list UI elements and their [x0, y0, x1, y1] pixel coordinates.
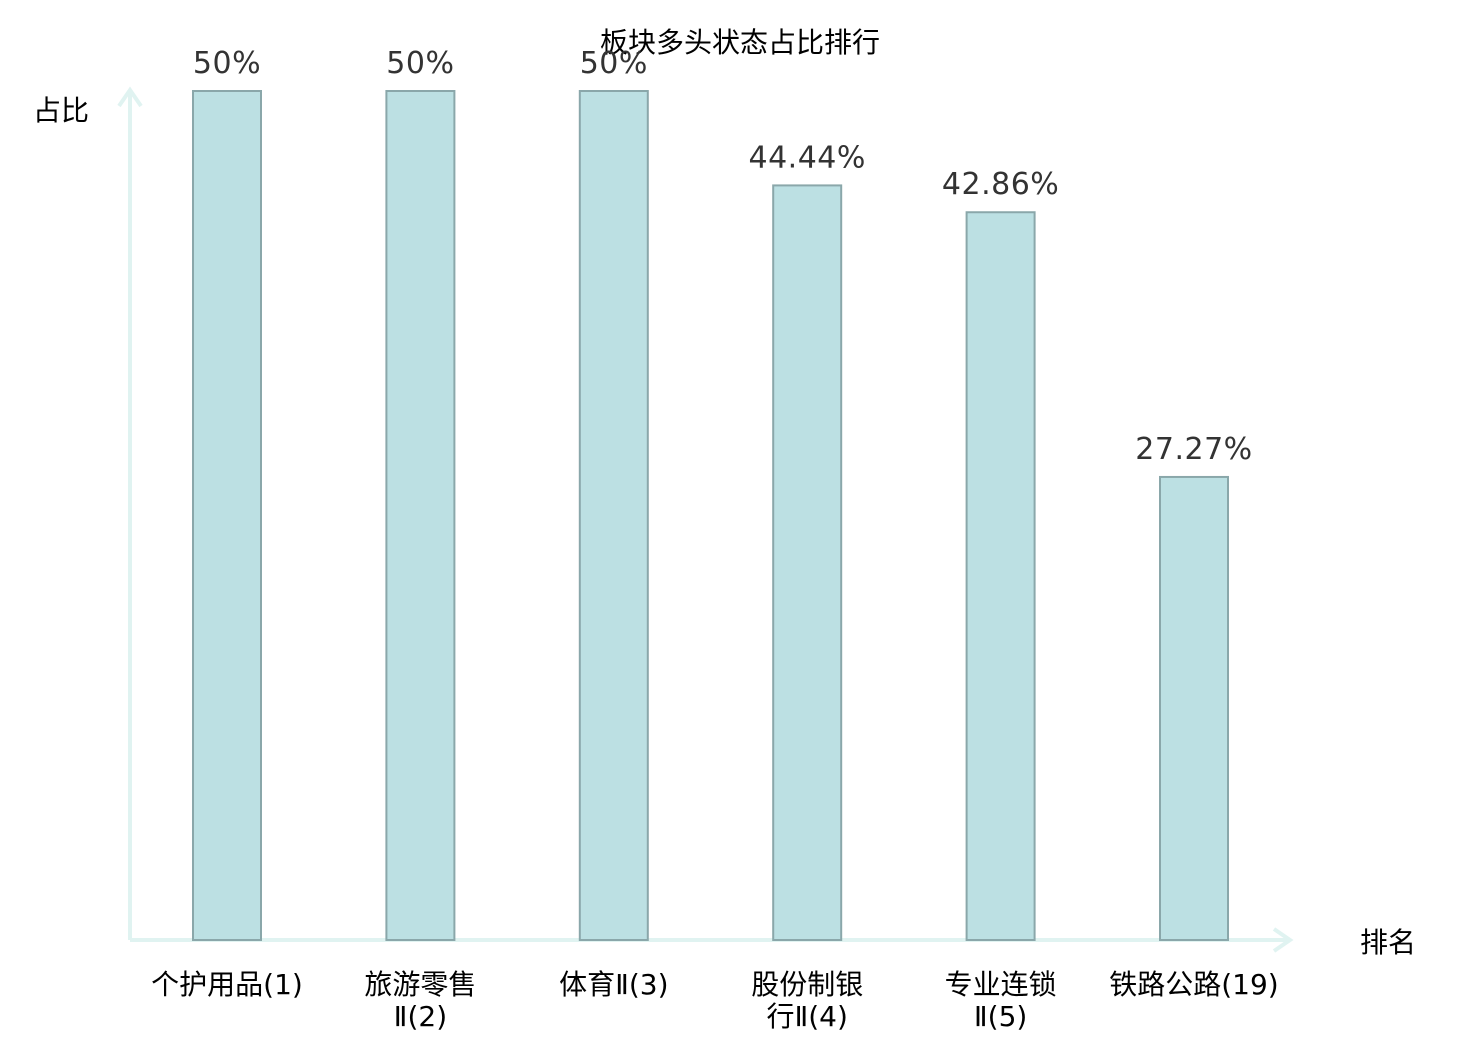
bar-value-label: 50% — [580, 46, 648, 81]
category-label-line: 专业连锁 — [945, 968, 1057, 1001]
x-axis — [130, 927, 1294, 953]
y-axis — [117, 86, 143, 940]
bar — [965, 211, 1036, 942]
bar-series — [192, 90, 1229, 942]
category-label-line: 个护用品(1) — [151, 968, 303, 1001]
category-label: 专业连锁 Ⅱ(5) — [945, 968, 1057, 1033]
bar — [192, 90, 262, 941]
x-axis-label: 排名 — [1360, 926, 1416, 959]
bar — [385, 90, 456, 941]
category-label: 铁路公路(19) — [1109, 968, 1278, 1001]
bar-value-label: 27.27% — [1135, 432, 1252, 467]
bar — [578, 90, 649, 941]
bar-value-label: 50% — [193, 46, 261, 81]
bar-value-label: 44.44% — [749, 140, 866, 175]
y-axis-arrow-icon — [117, 86, 143, 108]
category-label-line: 股份制银 — [751, 968, 863, 1001]
bar-value-label: 50% — [386, 46, 454, 81]
category-labels: 个护用品(1) 旅游零售 Ⅱ(2) 体育Ⅱ(3) 股份制银行Ⅱ(4) 专业连锁 Ⅱ(5) 铁路… — [151, 968, 1279, 1033]
chart-title: 板块多头状态占比排行 — [600, 26, 880, 59]
category-label: 体育Ⅱ(3) — [559, 968, 668, 1001]
bar-value-label: 42.86% — [942, 167, 1059, 202]
category-label-line: 体育Ⅱ(3) — [559, 968, 668, 1001]
category-label-line: 旅游零售 — [364, 968, 476, 1001]
bar — [772, 184, 843, 941]
category-label: 个护用品(1) — [151, 968, 303, 1001]
category-label-line: Ⅱ(2) — [394, 1000, 447, 1033]
category-label: 股份制银行Ⅱ(4) — [751, 968, 863, 1033]
category-label: 旅游零售 Ⅱ(2) — [364, 968, 476, 1033]
x-axis-arrow-icon — [1272, 927, 1294, 953]
category-label-line: 行Ⅱ(4) — [766, 1000, 847, 1033]
value-labels: 50% 50% 50% 44.44% 42.86% 27.27% — [193, 46, 1252, 467]
bar — [1159, 475, 1229, 941]
y-axis-label: 占比 — [33, 94, 89, 127]
category-label-line: 铁路公路(19) — [1109, 968, 1278, 1001]
category-label-line: Ⅱ(5) — [974, 1000, 1027, 1033]
